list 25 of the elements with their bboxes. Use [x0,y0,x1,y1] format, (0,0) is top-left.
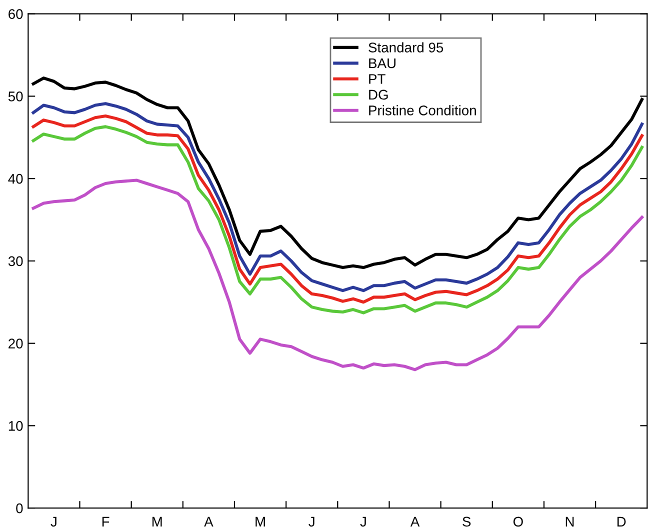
x-tick-label: A [410,516,420,526]
x-tick-label: A [204,516,214,526]
legend-label: Standard 95 [368,42,444,52]
x-tick-label: F [102,516,110,526]
y-tick-label: 20 [8,338,23,348]
legend-label: Pristine Condition [369,105,476,116]
x-tick-label: D [617,516,626,526]
x-tick-label: J [50,516,56,527]
x-tick-label: O [513,516,523,527]
y-tick-label: 40 [8,174,23,184]
y-tick-label: 30 [8,256,23,266]
x-tick-label: S [462,516,471,527]
line-series [32,178,644,372]
y-tick-label: 50 [8,92,23,102]
y-tick-label: 60 [8,9,23,19]
y-tick-label: 10 [8,421,23,431]
legend-label: DG [369,90,388,100]
legend-label: BAU [369,58,396,68]
y-tick-label: 0 [16,503,23,514]
x-tick-label: N [566,516,574,526]
x-tick-label: M [256,516,265,526]
x-tick-label: M [152,516,162,526]
legend-label: PT [369,74,386,84]
x-tick-label: J [308,516,314,527]
x-tick-label: J [360,516,366,527]
